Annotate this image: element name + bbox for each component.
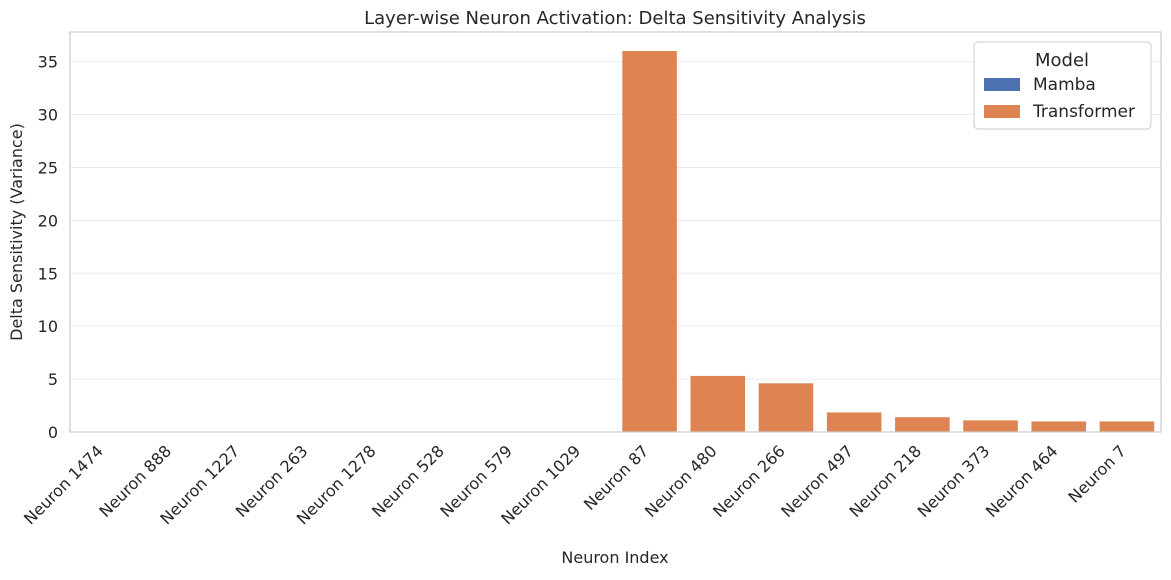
x-tick-label: Neuron 218 — [845, 441, 925, 521]
x-axis-title: Neuron Index — [561, 548, 668, 567]
x-tick-label: Neuron 1474 — [20, 441, 107, 528]
y-tick-label: 5 — [48, 370, 58, 389]
x-tick-label: Neuron 464 — [982, 441, 1062, 521]
y-axis-title: Delta Sensitivity (Variance) — [7, 123, 26, 341]
y-tick-label: 10 — [38, 317, 58, 336]
y-tick-label: 25 — [38, 158, 58, 177]
y-tick-label: 15 — [38, 264, 58, 283]
bar-transformer — [895, 417, 950, 432]
plot-frame — [69, 31, 1162, 433]
bar-transformer — [963, 420, 1018, 432]
legend-swatch-mamba — [984, 78, 1020, 91]
y-tick-label: 35 — [38, 53, 58, 72]
legend-title: Model — [1035, 50, 1089, 71]
bar-transformer — [690, 375, 746, 432]
y-tick-label: 20 — [38, 211, 58, 230]
y-tick-label: 0 — [48, 423, 58, 442]
x-tick-label: Neuron 266 — [709, 441, 789, 521]
y-tick-label: 30 — [38, 106, 58, 125]
bar-transformer — [1031, 421, 1086, 432]
legend: Model Mamba Transformer — [973, 41, 1152, 130]
x-tick-label: Neuron 7 — [1064, 441, 1129, 506]
bar-transformer — [758, 383, 814, 432]
legend-label-mamba: Mamba — [1033, 75, 1096, 95]
bar-transformer — [622, 51, 677, 433]
x-tick-label: Neuron 87 — [580, 441, 653, 514]
bar-transformer — [1099, 421, 1155, 432]
x-tick-label: Neuron 528 — [368, 441, 448, 521]
x-tick-label: Neuron 480 — [641, 441, 721, 521]
legend-swatch-transformer — [984, 105, 1020, 118]
chart-title: Layer-wise Neuron Activation: Delta Sens… — [364, 8, 866, 29]
x-tick-label: Neuron 373 — [914, 441, 994, 521]
bar-transformer — [826, 412, 882, 432]
legend-label-transformer: Transformer — [1032, 102, 1135, 122]
x-tick-label: Neuron 497 — [777, 441, 857, 521]
